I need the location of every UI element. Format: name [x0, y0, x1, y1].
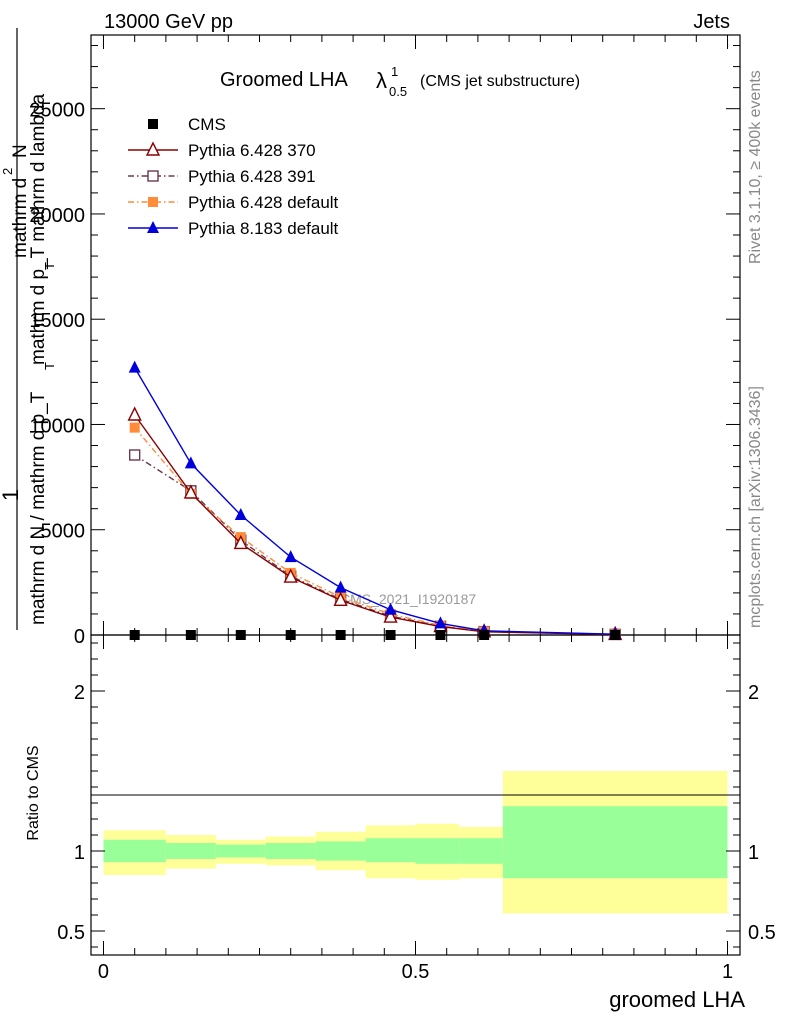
- point-p370-0: [127, 406, 142, 421]
- ylabel-fraction-bottom: mathrm d p_T mathrm d lambda: [28, 94, 49, 365]
- ylabel-numerator-sub: T: [42, 362, 57, 370]
- point-p370-5: [383, 608, 398, 623]
- band-inner-1: [165, 843, 216, 859]
- point-p8-2: [234, 508, 247, 520]
- band-inner-8: [502, 806, 728, 879]
- ratio-ticks: 0.5 0.5 1 1 2 2 0 0.5 1: [57, 635, 776, 983]
- legend-label-p6def: Pythia 6.428 default: [188, 193, 339, 212]
- ratio-xtick-label-1: 0.5: [402, 961, 430, 983]
- mcplots-label: mcplots.cern.ch [arXiv:1306.3436]: [747, 386, 764, 628]
- rivet-label: Rivet 3.1.10, ≥ 400k events: [747, 70, 764, 264]
- point-cms-3: [285, 630, 296, 640]
- band-inner-5: [365, 838, 416, 863]
- ratio-ytick-label-right-1: 1: [748, 842, 759, 864]
- title-sub: 0.5: [389, 84, 407, 99]
- ylabel-numerator: mathrm d N / mathrm d p_T: [28, 391, 49, 625]
- main-ytick-label-1: 5000: [41, 521, 86, 543]
- legend-entry-p391: Pythia 6.428 391: [128, 167, 316, 186]
- point-p6def-0: [129, 422, 140, 433]
- point-cms-6: [435, 630, 446, 640]
- main-ticks: 0 5000 10000 15000 20000 25000: [29, 35, 740, 648]
- legend-marker-p391: [147, 170, 159, 182]
- series-layer: [127, 360, 623, 641]
- header-left: 13000 GeV pp: [104, 11, 233, 33]
- main-ytick-label-5: 25000: [29, 100, 85, 122]
- point-cms-5: [385, 630, 396, 640]
- point-p8-1: [184, 456, 197, 469]
- legend-marker-p6def: [148, 197, 158, 207]
- legend: CMS Pythia 6.428 370 Pythia 6.428 391 Pythi…: [128, 115, 339, 238]
- xlabel: groomed LHA: [609, 987, 745, 1012]
- ratio-xtick-label-0: 0: [98, 961, 109, 983]
- main-ytick-label-3: 15000: [29, 310, 85, 332]
- header-right: Jets: [693, 11, 730, 33]
- series-line-p391: [134, 454, 616, 636]
- point-p370-1: [183, 484, 198, 499]
- main-ylabel: 1 mathrm d N / mathrm d p_T T mathrm d 2…: [0, 28, 57, 630]
- point-cms-4: [335, 630, 346, 640]
- band-inner-6: [415, 838, 460, 864]
- ratio-bands: [103, 771, 728, 914]
- ratio-ytick-label-right-0: 0.5: [748, 922, 776, 944]
- ratio-ytick-label-right-2: 2: [748, 682, 759, 704]
- title-main: Groomed LHA: [220, 69, 348, 91]
- ratio-ytick-label-1: 1: [74, 842, 85, 864]
- point-p370-3: [283, 568, 298, 583]
- point-p370-2: [233, 534, 248, 550]
- legend-label-p391: Pythia 6.428 391: [188, 167, 316, 186]
- series-line-p6def: [134, 427, 616, 635]
- point-p8-5: [384, 602, 397, 615]
- point-p8-0: [128, 360, 141, 373]
- ylabel-one: 1: [0, 489, 23, 501]
- legend-entry-p370: Pythia 6.428 370: [128, 141, 316, 160]
- legend-entry-p6def: Pythia 6.428 default: [128, 193, 339, 212]
- main-ytick-label-2: 10000: [29, 415, 85, 437]
- legend-entry-p8: Pythia 8.183 default: [128, 219, 339, 238]
- band-inner-2: [215, 844, 266, 858]
- legend-marker-cms: [148, 119, 158, 129]
- main-ytick-label-0: 0: [74, 626, 85, 648]
- ratio-xtick-label-2: 1: [722, 961, 733, 983]
- legend-marker-p8: [147, 221, 159, 233]
- title-suffix: (CMS jet substructure): [420, 73, 580, 90]
- point-p8-6: [434, 616, 447, 629]
- point-p8-3: [284, 550, 297, 563]
- ylabel-fraction-bottom-sub: T: [42, 262, 57, 270]
- ratio-ylabel: Ratio to CMS: [25, 745, 42, 840]
- series-p391: [128, 449, 621, 641]
- ratio-ytick-label-2: 2: [74, 682, 85, 704]
- legend-marker-p370: [145, 141, 161, 156]
- band-inner-0: [103, 839, 166, 863]
- point-cms-8: [610, 630, 621, 640]
- title-sup: 1: [391, 64, 398, 79]
- point-cms-2: [235, 630, 246, 640]
- ratio-ytick-label-0: 0.5: [57, 922, 85, 944]
- band-inner-4: [315, 841, 366, 861]
- chart-title: Groomed LHA λ 1 0.5 (CMS jet substructur…: [220, 64, 580, 99]
- series-p370: [127, 406, 623, 641]
- legend-label-cms: CMS: [188, 115, 226, 134]
- ylabel-fraction-top: mathrm d: [10, 178, 31, 258]
- point-cms-0: [129, 630, 140, 640]
- point-p8-4: [334, 580, 347, 593]
- ylabel-fraction-top-n: N: [10, 144, 31, 158]
- point-cms-7: [479, 630, 490, 640]
- point-p370-4: [333, 591, 348, 606]
- main-ytick-label-4: 20000: [29, 205, 85, 227]
- legend-label-p370: Pythia 6.428 370: [188, 141, 316, 160]
- ylabel-fraction-top-sup: 2: [0, 168, 15, 175]
- point-cms-1: [185, 630, 196, 640]
- watermark: CMS_2021_I1920187: [340, 591, 476, 607]
- band-inner-3: [265, 843, 316, 859]
- series-cms: [129, 630, 621, 640]
- band-inner-7: [459, 838, 503, 864]
- title-lambda: λ: [376, 68, 387, 93]
- point-p391-0: [128, 449, 141, 461]
- legend-entry-cms: CMS: [148, 115, 226, 134]
- legend-label-p8: Pythia 8.183 default: [188, 219, 339, 238]
